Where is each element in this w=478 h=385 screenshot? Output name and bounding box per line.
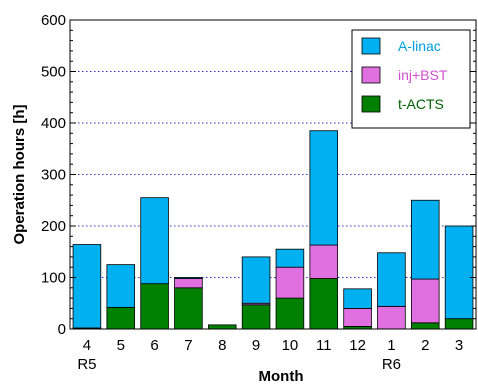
x-axis: 4 R5 5 6 7 8 9 10 11 12 1 R6 2 3 <box>77 337 463 373</box>
bar-segment-a-linac <box>410 199 440 280</box>
bar-segment-a-linac <box>106 264 136 308</box>
y-axis-title: Operation hours [h] <box>11 105 28 245</box>
bar-segment-inj-bst <box>174 278 203 289</box>
legend-label-a-linac: A-linac <box>398 38 441 54</box>
bar-segment-t-acts <box>207 324 237 330</box>
y-tick-label: 100 <box>41 270 66 287</box>
y-tick-label: 400 <box>41 115 66 132</box>
x-sub-label: R5 <box>77 356 96 373</box>
bar-segment-t-acts <box>444 318 474 330</box>
bar-segment-t-acts <box>309 278 339 330</box>
bar-segment-a-linac <box>444 225 474 320</box>
x-tick-label: 4 <box>83 337 91 354</box>
x-axis-title: Month <box>259 368 304 385</box>
bar-segment-inj-bst <box>410 278 440 324</box>
bar-segment-t-acts <box>410 322 440 330</box>
legend-swatch-a-linac <box>361 37 381 55</box>
x-tick-label: 11 <box>316 337 332 354</box>
bar-segment-a-linac <box>343 288 372 309</box>
bar-segment-a-linac <box>140 197 169 285</box>
bar-segment-inj-bst <box>309 244 339 279</box>
y-tick-label: 300 <box>41 167 66 184</box>
bar-segment-t-acts <box>174 287 203 330</box>
bar-segment-t-acts <box>241 304 271 330</box>
x-tick-label: 9 <box>252 337 260 354</box>
x-tick-label: 3 <box>455 337 463 354</box>
x-tick-label: 1 <box>387 337 395 354</box>
x-tick-label: 12 <box>349 337 366 354</box>
x-tick-label: 2 <box>421 337 429 354</box>
y-tick-label: 600 <box>41 12 66 29</box>
bar-segment-a-linac <box>377 252 406 307</box>
x-tick-label: 7 <box>184 337 192 354</box>
x-tick-label: 5 <box>117 337 125 354</box>
legend-label-inj-bst: inj+BST <box>398 67 448 83</box>
bar-segment-t-acts <box>140 283 169 330</box>
x-tick-label: 8 <box>218 337 226 354</box>
bar-segment-a-linac <box>174 277 203 279</box>
legend-swatch-inj-bst <box>361 66 381 84</box>
bar-segment-inj-bst <box>377 305 406 330</box>
legend-label-t-acts: t-ACTS <box>398 96 444 112</box>
x-tick-label: 6 <box>150 337 158 354</box>
y-tick-label: 500 <box>41 64 66 81</box>
x-tick-label: 10 <box>282 337 299 354</box>
y-tick-label: 200 <box>41 218 66 235</box>
legend: A-linac inj+BST t-ACTS <box>351 29 471 129</box>
bar-segment-a-linac <box>275 248 305 268</box>
bar-segment-a-linac <box>72 244 102 329</box>
y-tick-label: 0 <box>58 321 66 338</box>
bar-segment-a-linac <box>309 130 339 246</box>
bars <box>72 130 474 330</box>
bar-segment-a-linac <box>241 256 271 304</box>
bar-segment-inj-bst <box>343 307 372 327</box>
bar-segment-inj-bst <box>275 266 305 299</box>
bar-segment-t-acts <box>106 306 136 330</box>
legend-swatch-t-acts <box>361 95 381 113</box>
y-axis: 0 100 200 300 400 500 600 <box>41 12 476 338</box>
bar-segment-t-acts <box>275 297 305 330</box>
x-sub-label: R6 <box>382 356 401 373</box>
